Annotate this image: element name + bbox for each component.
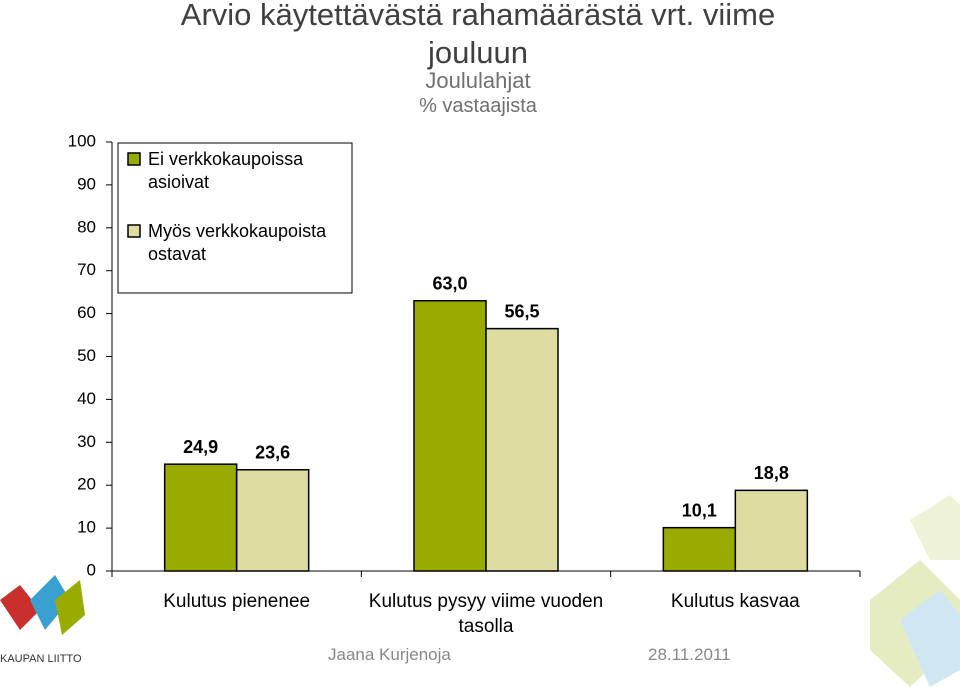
y-tick-label: 50	[77, 346, 96, 365]
logo-shape	[0, 585, 40, 630]
legend-swatch	[127, 224, 141, 238]
y-tick-label: 100	[68, 131, 96, 150]
bar	[163, 463, 238, 572]
y-tick-label: 40	[77, 389, 96, 408]
bar	[413, 299, 487, 572]
decor-shape	[910, 495, 960, 560]
chart-subtitle: Joululahjat	[425, 68, 531, 93]
y-tick-label: 30	[77, 432, 96, 451]
bar	[235, 469, 310, 572]
data-label: 10,1	[682, 500, 717, 520]
logo-shapes	[0, 495, 960, 687]
legend-box	[117, 142, 353, 294]
data-label: 23,6	[255, 443, 290, 463]
y-tick-label: 70	[77, 260, 96, 279]
y-tick-label: 80	[77, 217, 96, 236]
data-label: 63,0	[432, 273, 467, 293]
bar	[662, 526, 737, 572]
data-label: 56,5	[504, 301, 539, 321]
bar	[485, 327, 559, 572]
y-tick-label: 60	[77, 303, 96, 322]
y-tick-label: 10	[77, 518, 96, 537]
y-axis-label: % vastaajista	[419, 95, 537, 117]
y-tick-label: 90	[77, 174, 96, 193]
data-label: 24,9	[183, 437, 218, 457]
decor-shape	[900, 590, 960, 687]
logo-text: KAUPAN LIITTO	[0, 653, 82, 665]
logo-shape	[30, 575, 70, 630]
legend-swatch	[127, 152, 141, 166]
legend-label: Myös verkkokaupoista ostavat	[148, 221, 327, 264]
footer-author: Jaana Kurjenoja	[328, 645, 451, 664]
x-tick-label: Kulutus kasvaa	[670, 591, 800, 612]
logo-shape	[55, 580, 85, 635]
y-tick-label: 0	[87, 560, 96, 579]
footer-date: 28.11.2011	[648, 645, 731, 664]
y-tick-label: 20	[77, 475, 96, 494]
bar	[734, 489, 809, 572]
x-tick-label: Kulutus pienenee	[163, 591, 311, 612]
x-tick-label: Kulutus pysyy viime vuoden tasolla	[368, 591, 604, 637]
data-label: 18,8	[754, 463, 789, 483]
chart-title: Arvio käytettävästä rahamäärästä vrt. vi…	[180, 0, 776, 70]
legend-label: Ei verkkokaupoissa asioivat	[148, 149, 304, 192]
